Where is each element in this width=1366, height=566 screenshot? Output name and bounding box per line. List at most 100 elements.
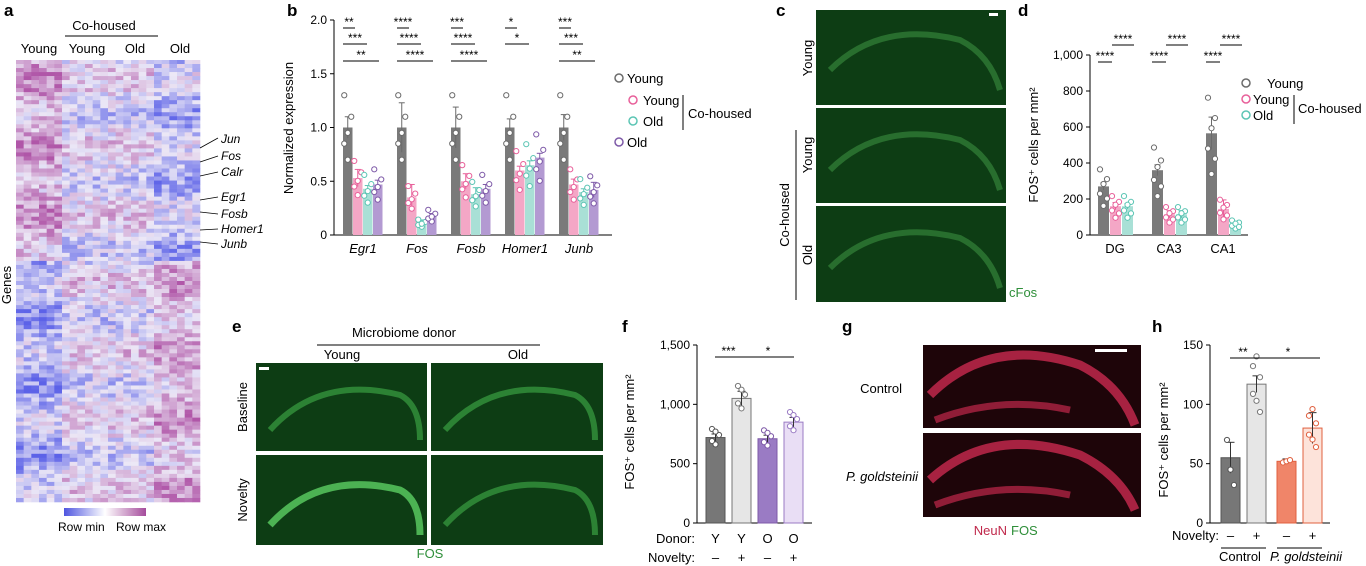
heatmap-cell	[108, 473, 116, 479]
b-bar	[515, 170, 525, 235]
heatmap-cell	[177, 132, 185, 137]
d-data-point	[1112, 201, 1119, 208]
heatmap-cell	[108, 341, 116, 346]
heatmap-cell	[169, 60, 178, 65]
heatmap-cell	[62, 80, 70, 85]
heatmap-cell	[161, 377, 170, 382]
gene-callouts: Jun Fos Calr Egr1 Fosb Homer1 Junb	[199, 132, 264, 251]
heatmap-cell	[123, 425, 132, 430]
heatmap-cell	[131, 353, 139, 358]
heatmap-cell	[69, 176, 78, 181]
heatmap-cell	[169, 268, 178, 274]
heatmap-cell	[115, 144, 124, 149]
heatmap-cell	[115, 405, 124, 410]
heatmap-cell	[177, 441, 185, 447]
b-category-label: Fos	[406, 241, 428, 256]
heatmap-cell	[69, 381, 78, 386]
heatmap-cell	[92, 465, 101, 471]
heatmap-cell	[92, 132, 101, 137]
heatmap-cell	[146, 200, 155, 205]
heatmap-cell	[177, 116, 185, 121]
heatmap-cell	[54, 244, 63, 250]
heatmap-cell	[77, 365, 86, 370]
heatmap-cell	[146, 72, 155, 77]
heatmap-cell	[31, 152, 40, 157]
heatmap-cell	[23, 76, 32, 81]
heatmap-cell	[77, 489, 86, 495]
h-data-point	[1309, 436, 1316, 443]
heatmap-cell	[184, 96, 193, 101]
heatmap-cell	[46, 256, 55, 262]
b-bar	[559, 127, 569, 235]
e-dentate-gyrus	[442, 386, 598, 441]
heatmap-cell	[108, 417, 116, 422]
heatmap-cell	[138, 208, 147, 213]
heatmap-cell	[108, 453, 116, 459]
heatmap-cell	[108, 152, 116, 157]
d-sig-label: ****	[1150, 49, 1169, 63]
heatmap-cell	[92, 232, 101, 238]
heatmap-cell	[39, 244, 47, 250]
heatmap-cell	[92, 176, 101, 181]
heatmap-cell	[85, 489, 93, 495]
heatmap-cell	[123, 188, 132, 193]
b-legend-label-old-cohoused: Old	[643, 114, 663, 129]
heatmap-cell	[123, 493, 132, 499]
heatmap-cell	[92, 477, 101, 483]
heatmap-cell	[77, 381, 86, 386]
heatmap-cell	[85, 281, 93, 286]
heatmap-cell	[184, 72, 193, 77]
heatmap-cell	[131, 289, 139, 294]
heatmap-cell	[54, 116, 63, 121]
heatmap-cell	[177, 124, 185, 129]
heatmap-cell	[161, 289, 170, 294]
heatmap-cell	[39, 377, 47, 382]
g-row-control: Control	[860, 381, 902, 396]
heatmap-cell	[46, 88, 55, 93]
heatmap-cell	[100, 116, 109, 121]
heatmap-cell	[138, 353, 147, 358]
heatmap-cell	[161, 353, 170, 358]
d-data-point	[1204, 145, 1212, 152]
heatmap-cell	[108, 313, 116, 318]
b-data-point	[513, 148, 520, 155]
heatmap-cell	[123, 112, 132, 117]
heatmap-cell	[108, 88, 116, 93]
heatmap-cell	[92, 497, 101, 503]
heatmap-cell	[23, 212, 32, 218]
heatmap-cell	[177, 321, 185, 326]
heatmap-cell	[62, 345, 70, 350]
heatmap-cell	[46, 337, 55, 342]
heatmap-cell	[108, 172, 116, 177]
f-donor-value: O	[762, 531, 772, 546]
heatmap-cell	[39, 313, 47, 318]
heatmap-cell	[77, 64, 86, 69]
heatmap-cell	[100, 248, 109, 254]
heatmap-cell	[92, 377, 101, 382]
heatmap-cell	[69, 457, 78, 463]
heatmap-cell	[31, 220, 40, 226]
heatmap-cell	[92, 365, 101, 370]
heatmap-cell	[39, 341, 47, 346]
heatmap-cell	[23, 264, 32, 270]
heatmap-cell	[192, 112, 201, 117]
heatmap-cell	[146, 252, 155, 258]
b-data-point	[405, 199, 412, 207]
heatmap-cell	[192, 381, 201, 386]
b-data-point	[351, 157, 358, 165]
heatmap-cell	[16, 305, 24, 310]
heatmap-cell	[23, 180, 32, 185]
heatmap-cell	[131, 349, 139, 354]
heatmap-cell	[69, 220, 78, 226]
heatmap-cell	[54, 481, 63, 487]
h-sig-label: **	[1238, 345, 1248, 359]
heatmap-cell	[138, 317, 147, 322]
d-data-point	[1108, 207, 1116, 214]
heatmap-cell	[169, 148, 178, 153]
heatmap-cell	[169, 216, 178, 222]
heatmap-cell	[184, 204, 193, 209]
heatmap-cell	[192, 337, 201, 342]
heatmap-cell	[138, 60, 147, 65]
heatmap-cell	[115, 457, 124, 463]
heatmap-cell	[23, 305, 32, 310]
